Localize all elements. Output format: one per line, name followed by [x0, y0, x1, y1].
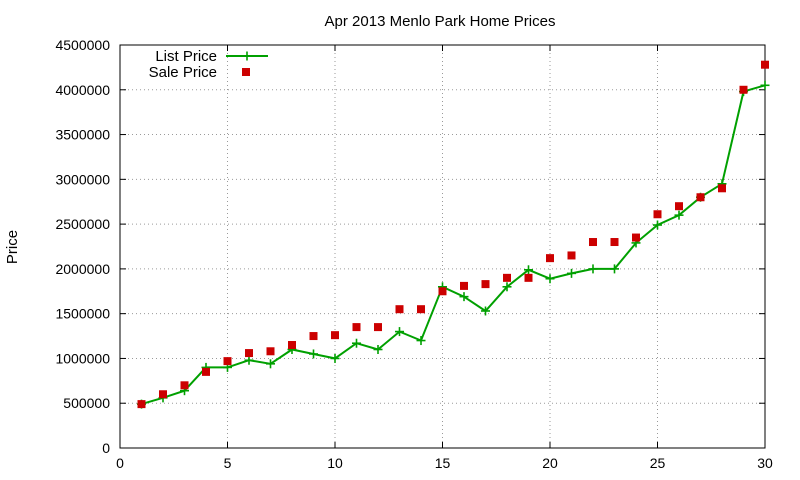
list-price-point [416, 336, 426, 346]
sale-price-point [374, 323, 382, 332]
y-tick-label: 1000000 [55, 350, 110, 366]
list-price-point [567, 268, 576, 278]
sale-price-point [245, 349, 253, 358]
x-tick-label: 15 [435, 455, 451, 471]
sale-price-point [395, 305, 404, 314]
list-price-point [545, 274, 555, 284]
sale-price-point [718, 184, 726, 193]
sale-price-point [632, 233, 640, 242]
y-tick-label: 1500000 [55, 306, 110, 322]
sale-price-point [546, 254, 554, 263]
x-tick-label: 5 [224, 455, 232, 471]
sale-price-point [223, 357, 232, 366]
sale-price-point [180, 381, 189, 390]
list-price-point [395, 327, 404, 337]
series-list-price [137, 80, 770, 409]
x-tick-label: 25 [650, 455, 666, 471]
sale-price-point [696, 193, 705, 202]
sale-price-point [610, 238, 619, 247]
sale-price-point [524, 273, 533, 282]
list-price-point [244, 355, 254, 365]
y-tick-labels: 0 500000 1000000 1500000 2000000 2500000 30000… [55, 37, 110, 456]
sale-price-point [675, 202, 683, 211]
list-price-point [610, 264, 619, 274]
list-price-point [588, 264, 598, 274]
list-price-line [141, 84, 766, 406]
sale-price-point [309, 332, 318, 341]
legend-marker-list-price [242, 51, 252, 61]
sale-price-point [288, 341, 296, 350]
legend: List Price Sale Price [149, 48, 268, 81]
x-tick-label: 20 [542, 455, 558, 471]
list-price-point [653, 220, 662, 230]
sale-price-point [352, 323, 361, 332]
list-price-point [502, 282, 512, 292]
grid [120, 45, 765, 448]
sale-price-point [567, 251, 576, 260]
y-tick-label: 2000000 [55, 261, 110, 277]
list-price-point [352, 338, 361, 348]
sale-price-point [438, 287, 447, 296]
list-price-point [309, 349, 318, 359]
list-price-point [760, 80, 770, 90]
list-price-point [674, 210, 684, 220]
sale-price-point [589, 238, 597, 247]
sale-price-point [137, 400, 146, 409]
sale-price-point [417, 305, 425, 314]
sale-price-point [460, 281, 468, 290]
series-sale-price [137, 60, 769, 409]
list-price-point [330, 353, 340, 363]
y-axis-label: Price [4, 230, 21, 264]
chart-title: Apr 2013 Menlo Park Home Prices [325, 13, 556, 30]
sale-price-point [481, 280, 490, 289]
list-price-point [524, 265, 533, 275]
y-tick-label: 4500000 [55, 37, 110, 53]
y-tick-label: 0 [102, 440, 110, 456]
legend-label-sale-price: Sale Price [149, 64, 217, 81]
sale-price-point [159, 390, 167, 399]
sale-price-point [202, 367, 210, 376]
series [137, 60, 770, 409]
list-price-point [373, 344, 383, 354]
sale-price-point [739, 85, 748, 94]
y-tick-label: 3500000 [55, 127, 110, 143]
x-tick-label: 10 [327, 455, 343, 471]
sale-price-point [266, 347, 275, 356]
y-tick-label: 4000000 [55, 82, 110, 98]
sale-price-point [653, 210, 662, 219]
y-tick-label: 3000000 [55, 171, 110, 187]
list-price-point [481, 306, 490, 316]
list-price-point [459, 292, 469, 302]
legend-swatch-sale-price [242, 68, 250, 76]
y-tick-label: 2500000 [55, 216, 110, 232]
sale-price-point [503, 273, 511, 282]
y-tick-label: 500000 [63, 395, 110, 411]
x-tick-labels: 0 5 10 15 20 25 30 [116, 455, 773, 471]
list-price-point [266, 359, 275, 369]
sale-price-point [331, 331, 339, 340]
x-tick-label: 0 [116, 455, 124, 471]
legend-label-list-price: List Price [155, 48, 217, 65]
x-tick-label: 30 [757, 455, 773, 471]
sale-price-point [761, 60, 769, 69]
axes [119, 44, 766, 449]
